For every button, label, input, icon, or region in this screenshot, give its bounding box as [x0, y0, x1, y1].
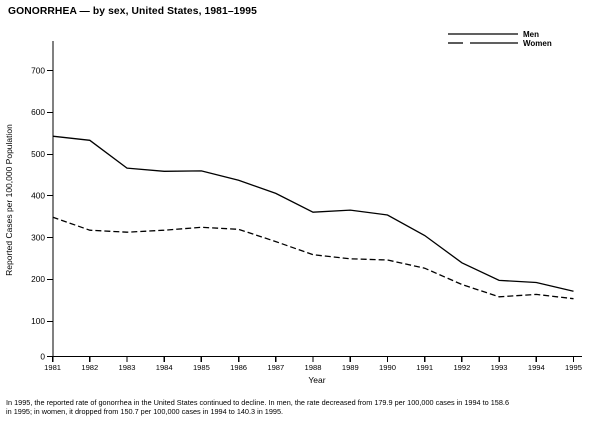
- svg-text:600: 600: [31, 107, 45, 117]
- svg-text:300: 300: [31, 232, 45, 242]
- svg-text:500: 500: [31, 149, 45, 159]
- svg-text:1988: 1988: [305, 363, 322, 372]
- svg-text:1993: 1993: [491, 363, 508, 372]
- svg-text:Men: Men: [523, 30, 539, 39]
- svg-text:1983: 1983: [119, 363, 136, 372]
- svg-text:1989: 1989: [342, 363, 359, 372]
- svg-text:1990: 1990: [379, 363, 396, 372]
- svg-text:1981: 1981: [44, 363, 61, 372]
- svg-text:1986: 1986: [230, 363, 247, 372]
- svg-text:1982: 1982: [81, 363, 98, 372]
- svg-text:200: 200: [31, 274, 45, 284]
- svg-text:1992: 1992: [453, 363, 470, 372]
- svg-text:1995: 1995: [565, 363, 582, 372]
- svg-text:1987: 1987: [267, 363, 284, 372]
- svg-text:1994: 1994: [528, 363, 545, 372]
- svg-text:1985: 1985: [193, 363, 210, 372]
- svg-text:Women: Women: [523, 39, 552, 48]
- svg-text:700: 700: [31, 65, 45, 75]
- svg-text:1984: 1984: [156, 363, 173, 372]
- svg-text:400: 400: [31, 191, 45, 201]
- svg-text:100: 100: [31, 316, 45, 326]
- svg-text:Reported Cases per 100,000 Pop: Reported Cases per 100,000 Population: [4, 124, 14, 276]
- svg-text:Year: Year: [308, 375, 325, 385]
- svg-text:1991: 1991: [416, 363, 433, 372]
- svg-text:0: 0: [40, 351, 45, 361]
